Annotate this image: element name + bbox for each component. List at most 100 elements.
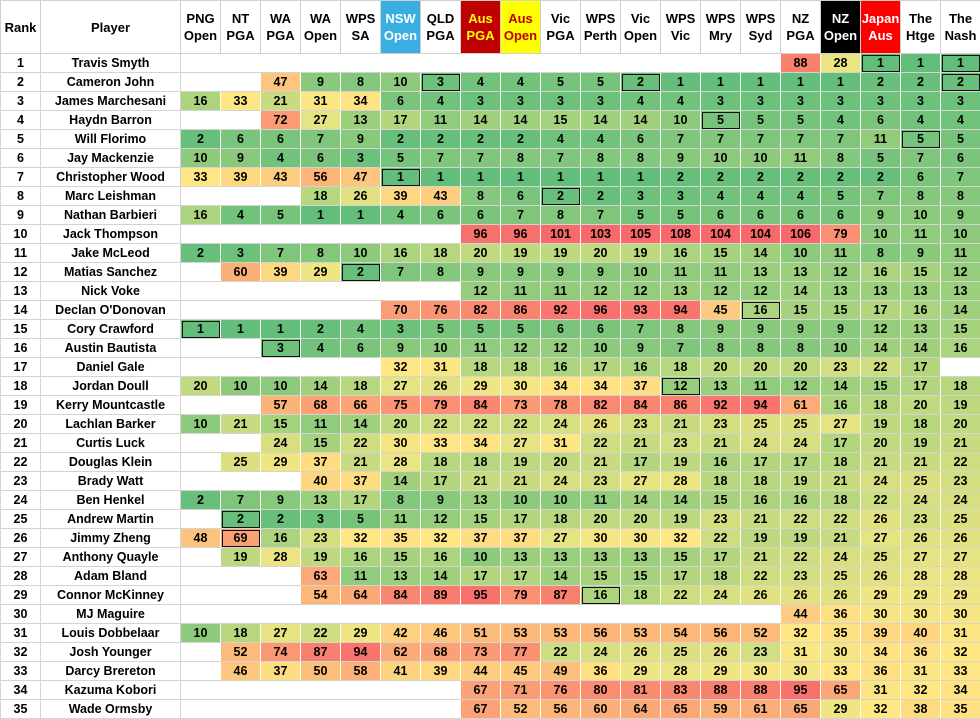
rank-value-cell: 9 — [261, 491, 301, 510]
rank-value-cell: 43 — [261, 168, 301, 187]
rank-value-cell: 25 — [821, 567, 861, 586]
rank-value-cell: 25 — [901, 472, 941, 491]
rank-value-cell: 10 — [661, 111, 701, 130]
rank-value-cell: 32 — [421, 529, 461, 548]
rank-cell: 17 — [1, 358, 41, 377]
rank-value-cell: 37 — [501, 529, 541, 548]
rank-value-cell — [181, 339, 221, 358]
rank-value-cell: 13 — [701, 377, 741, 396]
rank-value-cell: 15 — [541, 111, 581, 130]
rank-value-cell — [181, 225, 221, 244]
rank-value-cell: 11 — [341, 567, 381, 586]
rank-value-cell: 2 — [341, 263, 381, 282]
rank-cell: 25 — [1, 510, 41, 529]
rank-value-cell: 25 — [741, 415, 781, 434]
rank-value-cell: 3 — [941, 92, 980, 111]
rank-value-cell — [261, 54, 301, 73]
rank-value-cell: 20 — [621, 510, 661, 529]
rank-value-cell: 3 — [741, 92, 781, 111]
rank-value-cell: 4 — [901, 111, 941, 130]
rank-value-cell: 7 — [461, 149, 501, 168]
rank-value-cell: 14 — [301, 377, 341, 396]
rank-value-cell: 34 — [461, 434, 501, 453]
rank-value-cell: 8 — [741, 339, 781, 358]
player-cell: Kerry Mountcastle — [41, 396, 181, 415]
rank-value-cell: 10 — [821, 339, 861, 358]
rank-value-cell: 6 — [541, 320, 581, 339]
rank-value-cell: 25 — [781, 415, 821, 434]
rank-value-cell: 20 — [701, 358, 741, 377]
rank-value-cell: 22 — [821, 510, 861, 529]
rank-value-cell: 37 — [461, 529, 501, 548]
event-header-line2: Open — [181, 27, 220, 44]
rank-value-cell: 5 — [461, 320, 501, 339]
event-header-line1: PNG — [181, 10, 220, 27]
rank-value-cell: 13 — [941, 282, 980, 301]
rank-value-cell: 17 — [461, 567, 501, 586]
rank-value-cell: 39 — [861, 624, 901, 643]
rank-value-cell: 26 — [901, 529, 941, 548]
rank-value-cell: 105 — [621, 225, 661, 244]
rank-value-cell: 8 — [901, 187, 941, 206]
rank-value-cell: 94 — [661, 301, 701, 320]
rank-value-cell: 33 — [821, 662, 861, 681]
rank-value-cell: 6 — [501, 187, 541, 206]
rank-value-cell: 13 — [661, 282, 701, 301]
rank-value-cell: 17 — [621, 453, 661, 472]
rank-value-cell: 14 — [461, 111, 501, 130]
event-header-line2: PGA — [421, 27, 460, 44]
rank-value-cell: 1 — [941, 54, 980, 73]
rank-value-cell: 33 — [941, 662, 980, 681]
player-cell: Jordan Doull — [41, 377, 181, 396]
rank-value-cell: 88 — [781, 54, 821, 73]
rank-value-cell: 23 — [701, 510, 741, 529]
rank-value-cell: 6 — [341, 339, 381, 358]
rank-value-cell: 8 — [381, 491, 421, 510]
rank-cell: 6 — [1, 149, 41, 168]
rank-value-cell: 10 — [701, 149, 741, 168]
rank-cell: 15 — [1, 320, 41, 339]
rank-value-cell: 4 — [741, 187, 781, 206]
rank-value-cell: 34 — [861, 643, 901, 662]
rank-value-cell — [301, 358, 341, 377]
rank-value-cell: 18 — [221, 624, 261, 643]
rank-value-cell: 39 — [261, 263, 301, 282]
rank-value-cell: 1 — [741, 73, 781, 92]
rank-value-cell: 3 — [861, 92, 901, 111]
rank-value-cell: 79 — [501, 586, 541, 605]
rank-value-cell — [581, 54, 621, 73]
rank-value-cell: 18 — [501, 358, 541, 377]
rank-cell: 11 — [1, 244, 41, 263]
rank-value-cell: 32 — [781, 624, 821, 643]
rank-value-cell: 31 — [781, 643, 821, 662]
rank-value-cell: 1 — [341, 206, 381, 225]
rank-value-cell: 3 — [501, 92, 541, 111]
rank-value-cell: 10 — [261, 377, 301, 396]
rank-value-cell: 27 — [501, 434, 541, 453]
rank-value-cell — [181, 605, 221, 624]
rank-value-cell — [301, 681, 341, 700]
rank-value-cell — [181, 643, 221, 662]
rank-value-cell — [221, 301, 261, 320]
rank-value-cell: 8 — [581, 149, 621, 168]
event-header-line1: NZ — [781, 10, 820, 27]
rank-value-cell: 11 — [741, 377, 781, 396]
rank-value-cell — [181, 282, 221, 301]
player-cell: Ben Henkel — [41, 491, 181, 510]
rank-value-cell: 31 — [421, 358, 461, 377]
rank-value-cell — [221, 605, 261, 624]
rank-value-cell: 26 — [781, 586, 821, 605]
rank-value-cell: 16 — [941, 339, 980, 358]
rank-value-cell: 14 — [621, 491, 661, 510]
rank-value-cell: 21 — [741, 510, 781, 529]
rank-value-cell: 14 — [501, 111, 541, 130]
rank-value-cell: 2 — [781, 168, 821, 187]
rank-value-cell: 10 — [341, 244, 381, 263]
rank-value-cell: 28 — [261, 548, 301, 567]
rank-value-cell — [261, 567, 301, 586]
